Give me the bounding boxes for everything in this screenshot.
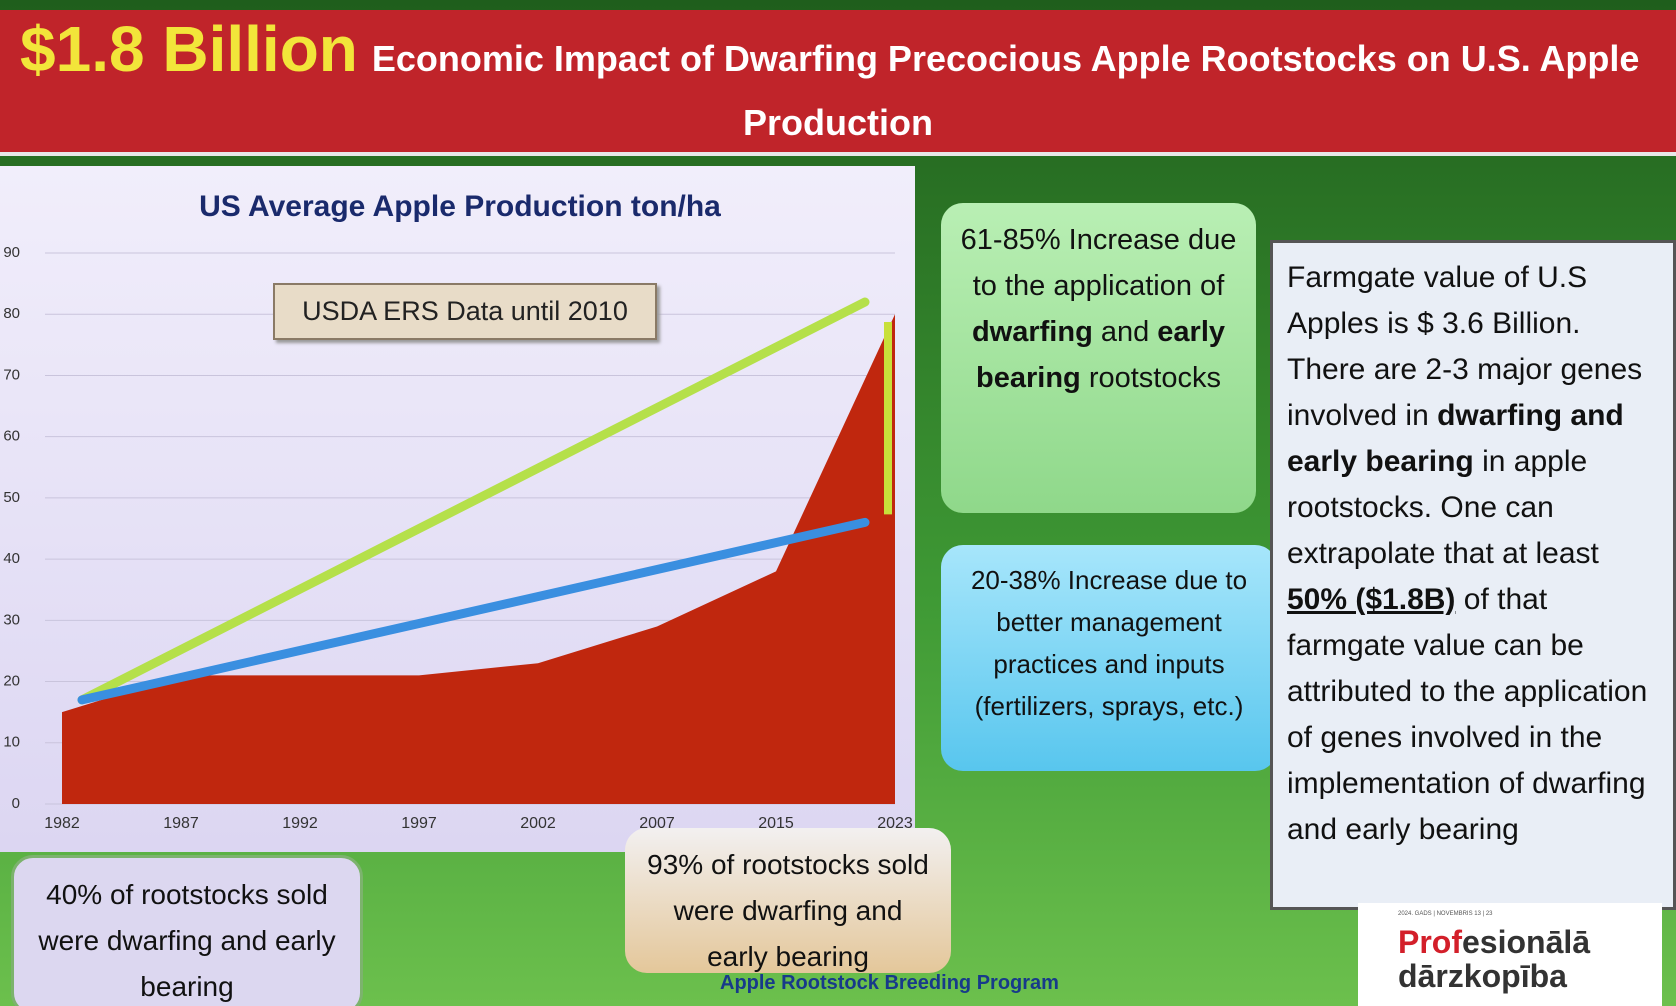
y-tick-label: 0: [12, 795, 20, 812]
text-segment: 40% of rootstocks sold were dwarfing and…: [38, 879, 335, 1002]
logo-line: Profesionālā: [1398, 925, 1590, 959]
logo-small: 2024. GADS | NOVEMBRIS 13 | 23: [1398, 911, 1493, 917]
y-tick-label: 20: [3, 673, 20, 690]
y-tick-label: 80: [3, 305, 20, 322]
callout: 93% of rootstocks sold were dwarfing and…: [625, 828, 951, 973]
x-tick-label: 2002: [520, 815, 556, 832]
chart-note: USDA ERS Data until 2010: [273, 283, 657, 340]
header: $1.8 Billion Economic Impact of Dwarfing …: [0, 10, 1676, 156]
y-tick-label: 50: [3, 489, 20, 506]
text-box: Farmgate value of U.S Apples is $ 3.6 Bi…: [1270, 240, 1676, 910]
y-tick-label: 40: [3, 550, 20, 567]
logo-red: Prof: [1398, 924, 1462, 960]
x-tick-label: 1982: [44, 815, 80, 832]
chart-panel: US Average Apple Production ton/ha 0 10 20…: [0, 166, 915, 852]
highlight: $1.8 Billion: [20, 13, 358, 85]
chart-title: US Average Apple Production ton/ha: [199, 190, 721, 223]
chart: US Average Apple Production ton/ha 0 10 20…: [0, 166, 915, 852]
y-tick-label: 90: [3, 244, 20, 261]
footer: Apple Rootstock Breeding Program: [720, 972, 1059, 995]
x-tick-label: 1992: [282, 815, 318, 832]
text-segment: 61-85% Increase due to the application o…: [961, 224, 1237, 302]
callout: 20-38% Increase due to better management…: [941, 545, 1277, 771]
text-segment: dwarfing: [972, 316, 1093, 348]
callout: 61-85% Increase due to the application o…: [941, 203, 1256, 513]
logo: 2024. GADS | NOVEMBRIS 13 | 23 Profesion…: [1358, 903, 1662, 1006]
title-line: Economic Impact of Dwarfing Precocious A…: [372, 38, 1640, 79]
y-tick-label: 10: [3, 734, 20, 751]
title-line: Production: [0, 102, 1676, 144]
callout: 40% of rootstocks sold were dwarfing and…: [11, 855, 363, 1006]
y-tick-label: 70: [3, 366, 20, 383]
text-segment: 20-38% Increase due to better management…: [971, 565, 1247, 721]
text-segment: rootstocks: [1081, 362, 1221, 394]
y-tick-label: 60: [3, 428, 20, 445]
slide: $1.8 Billion Economic Impact of Dwarfing …: [0, 0, 1676, 1006]
x-tick-label: 1997: [401, 815, 437, 832]
text-segment: 93% of rootstocks sold were dwarfing and…: [647, 849, 929, 972]
y-tick-label: 30: [3, 611, 20, 628]
logo-text: esionālā: [1462, 924, 1590, 960]
text-segment: and: [1093, 316, 1158, 348]
text-segment: 50% ($1.8B): [1287, 583, 1455, 616]
x-tick-label: 1987: [163, 815, 199, 832]
text-segment: of that farmgate value can be attributed…: [1287, 583, 1647, 846]
logo-line: dārzkopība: [1398, 959, 1567, 993]
